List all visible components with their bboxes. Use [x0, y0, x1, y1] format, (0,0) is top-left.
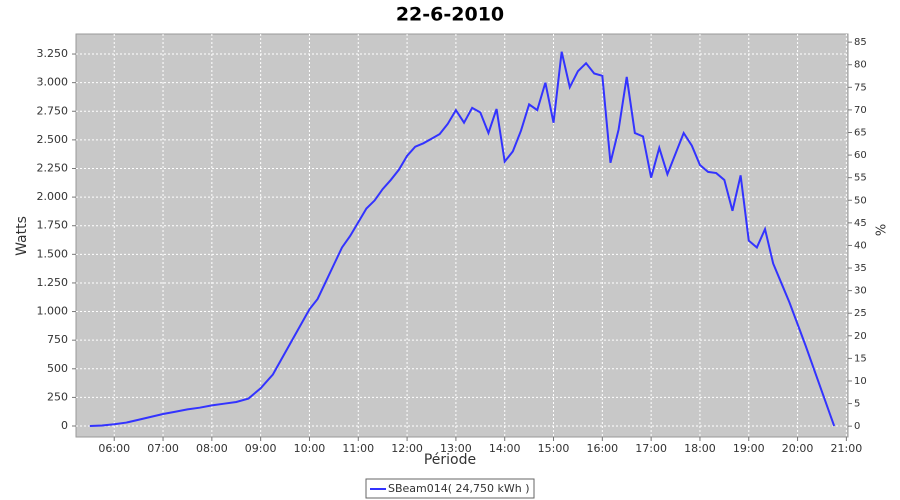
x-tick-label: 08:00 [196, 442, 228, 455]
y2-tick-label: 80 [854, 60, 867, 71]
x-tick-label: 21:00 [831, 442, 863, 455]
y-tick-label: 250 [47, 390, 68, 403]
x-tick-label: 14:00 [489, 442, 521, 455]
y2-tick-label: 40 [854, 240, 867, 251]
y2-tick-label: 70 [854, 105, 867, 116]
x-tick-label: 18:00 [684, 442, 716, 455]
x-tick-label: 16:00 [586, 442, 618, 455]
y-tick-label: 2.000 [37, 190, 69, 203]
y2-tick-label: 45 [854, 218, 867, 229]
y2-tick-label: 25 [854, 308, 867, 319]
x-tick-label: 10:00 [294, 442, 326, 455]
y-tick-label: 0 [61, 419, 68, 432]
data-line [89, 51, 836, 428]
y-tick-label: 3.250 [37, 47, 69, 60]
y-tick-label: 500 [47, 362, 68, 375]
x-tick-label: 12:00 [391, 442, 423, 455]
y-tick-label: 1.000 [37, 305, 69, 318]
y-tick-label: 750 [47, 333, 68, 346]
y-tick-label: 2.500 [37, 133, 69, 146]
y-tick-label: 3.000 [37, 76, 69, 89]
y2-tick-label: 85 [854, 37, 867, 48]
x-tick-label: 19:00 [733, 442, 765, 455]
y2-tick-label: 75 [854, 82, 867, 93]
y-tick-label: 1.250 [37, 276, 69, 289]
y2-axis-label: % [875, 224, 890, 236]
y-tick-label: 2.750 [37, 104, 69, 117]
y-tick-label: 2.250 [37, 161, 69, 174]
y2-tick-label: 30 [854, 286, 867, 297]
x-tick-label: 11:00 [342, 442, 374, 455]
y2-tick-label: 65 [854, 127, 867, 138]
y2-tick-label: 20 [854, 331, 867, 342]
y2-tick-label: 60 [854, 150, 867, 161]
y-axis-label: Watts [14, 216, 30, 256]
x-tick-label: 07:00 [147, 442, 179, 455]
plot-area [75, 33, 849, 438]
y-tick-label: 1.750 [37, 219, 69, 232]
x-tick-label: 06:00 [98, 442, 130, 455]
y2-tick-label: 15 [854, 353, 867, 364]
legend-label: SBeam014( 24,750 kWh ) [388, 482, 530, 495]
y2-tick-label: 0 [854, 421, 860, 432]
y2-tick-label: 50 [854, 195, 867, 206]
y2-tick-label: 35 [854, 263, 867, 274]
x-tick-label: 17:00 [635, 442, 667, 455]
chart-title: 22-6-2010 [396, 4, 504, 26]
y2-tick-label: 5 [854, 399, 860, 410]
x-axis-label: Période [424, 452, 476, 468]
legend [365, 478, 535, 499]
x-tick-label: 09:00 [245, 442, 277, 455]
y2-tick-label: 10 [854, 376, 867, 387]
x-tick-label: 13:00 [440, 442, 472, 455]
x-tick-label: 15:00 [538, 442, 570, 455]
y2-tick-label: 55 [854, 173, 867, 184]
y-tick-label: 1.500 [37, 247, 69, 260]
x-tick-label: 20:00 [782, 442, 814, 455]
